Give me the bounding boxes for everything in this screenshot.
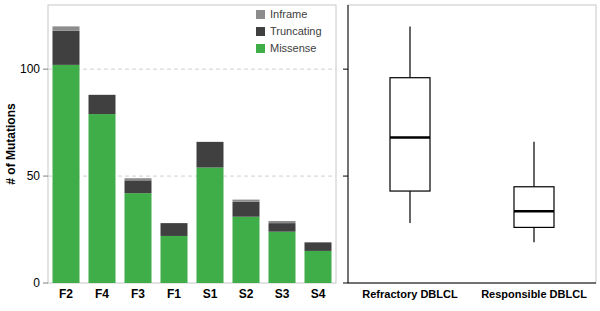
- bar-segment: [125, 178, 152, 180]
- bar-segment: [233, 200, 260, 202]
- median: [514, 210, 554, 213]
- category-label: F2: [59, 287, 73, 301]
- bar-segment: [269, 232, 296, 283]
- bar-segment: [89, 95, 116, 114]
- category-label: S1: [203, 287, 218, 301]
- box: [514, 187, 554, 228]
- bar-segment: [161, 236, 188, 283]
- legend-swatch: [256, 10, 265, 19]
- legend-label: Truncating: [270, 25, 322, 37]
- category-label: Refractory DBLCL: [362, 288, 458, 300]
- legend-swatch: [256, 27, 265, 36]
- bar-segment: [197, 168, 224, 283]
- bar-segment: [53, 26, 80, 30]
- bar-segment: [233, 202, 260, 217]
- bar-segment: [161, 223, 188, 236]
- figure: 0 50 100 # of Mutations F2 F4 F3 F1 S1 S2 S3 S4 Infr…: [0, 0, 600, 311]
- bar-segment: [89, 114, 116, 283]
- tick: [343, 283, 348, 284]
- tick: [43, 176, 48, 177]
- median: [390, 136, 430, 139]
- bar-segment: [197, 142, 224, 168]
- box: [390, 78, 430, 191]
- axis-line: [348, 5, 349, 283]
- tick: [43, 69, 48, 70]
- legend: Inframe Truncating Missense: [256, 8, 322, 54]
- legend-label: Missense: [270, 42, 316, 54]
- category-label: F3: [131, 287, 145, 301]
- bar-segment: [269, 223, 296, 232]
- tick-label: 50: [27, 169, 41, 183]
- bars: [53, 26, 332, 283]
- axis-label: # of Mutations: [4, 103, 18, 185]
- legend-label: Inframe: [270, 8, 307, 20]
- category-label: S2: [239, 287, 254, 301]
- bar-segment: [53, 31, 80, 65]
- category-label: Responsible DBLCL: [481, 288, 587, 300]
- bar-segment: [89, 94, 116, 95]
- bar-segment: [305, 242, 332, 251]
- category-label: S3: [275, 287, 290, 301]
- plot-frame: [348, 5, 596, 283]
- tick: [343, 176, 348, 177]
- tick: [43, 283, 48, 284]
- bar-segment: [53, 65, 80, 283]
- boxes: [390, 26, 554, 242]
- bar-segment: [269, 221, 296, 223]
- bar-segment: [197, 141, 224, 142]
- category-label: F4: [95, 287, 109, 301]
- tick: [343, 69, 348, 70]
- category-label: S4: [311, 287, 326, 301]
- bar-segment: [233, 217, 260, 283]
- bar-segment: [125, 193, 152, 283]
- bar-segment: [161, 223, 188, 224]
- bar-segment: [125, 180, 152, 193]
- tick-label: 0: [33, 276, 40, 290]
- whisker-lower: [409, 191, 410, 223]
- whisker-lower: [533, 227, 534, 242]
- grid-line: [48, 69, 336, 70]
- plot-frame: [48, 5, 336, 283]
- tick-label: 100: [20, 62, 40, 76]
- legend-swatch: [256, 44, 265, 53]
- category-label: F1: [167, 287, 181, 301]
- bar-segment: [305, 242, 332, 243]
- whisker-upper: [533, 142, 534, 187]
- bar-segment: [305, 251, 332, 283]
- whisker-upper: [409, 26, 410, 77]
- axis-line: [348, 283, 596, 284]
